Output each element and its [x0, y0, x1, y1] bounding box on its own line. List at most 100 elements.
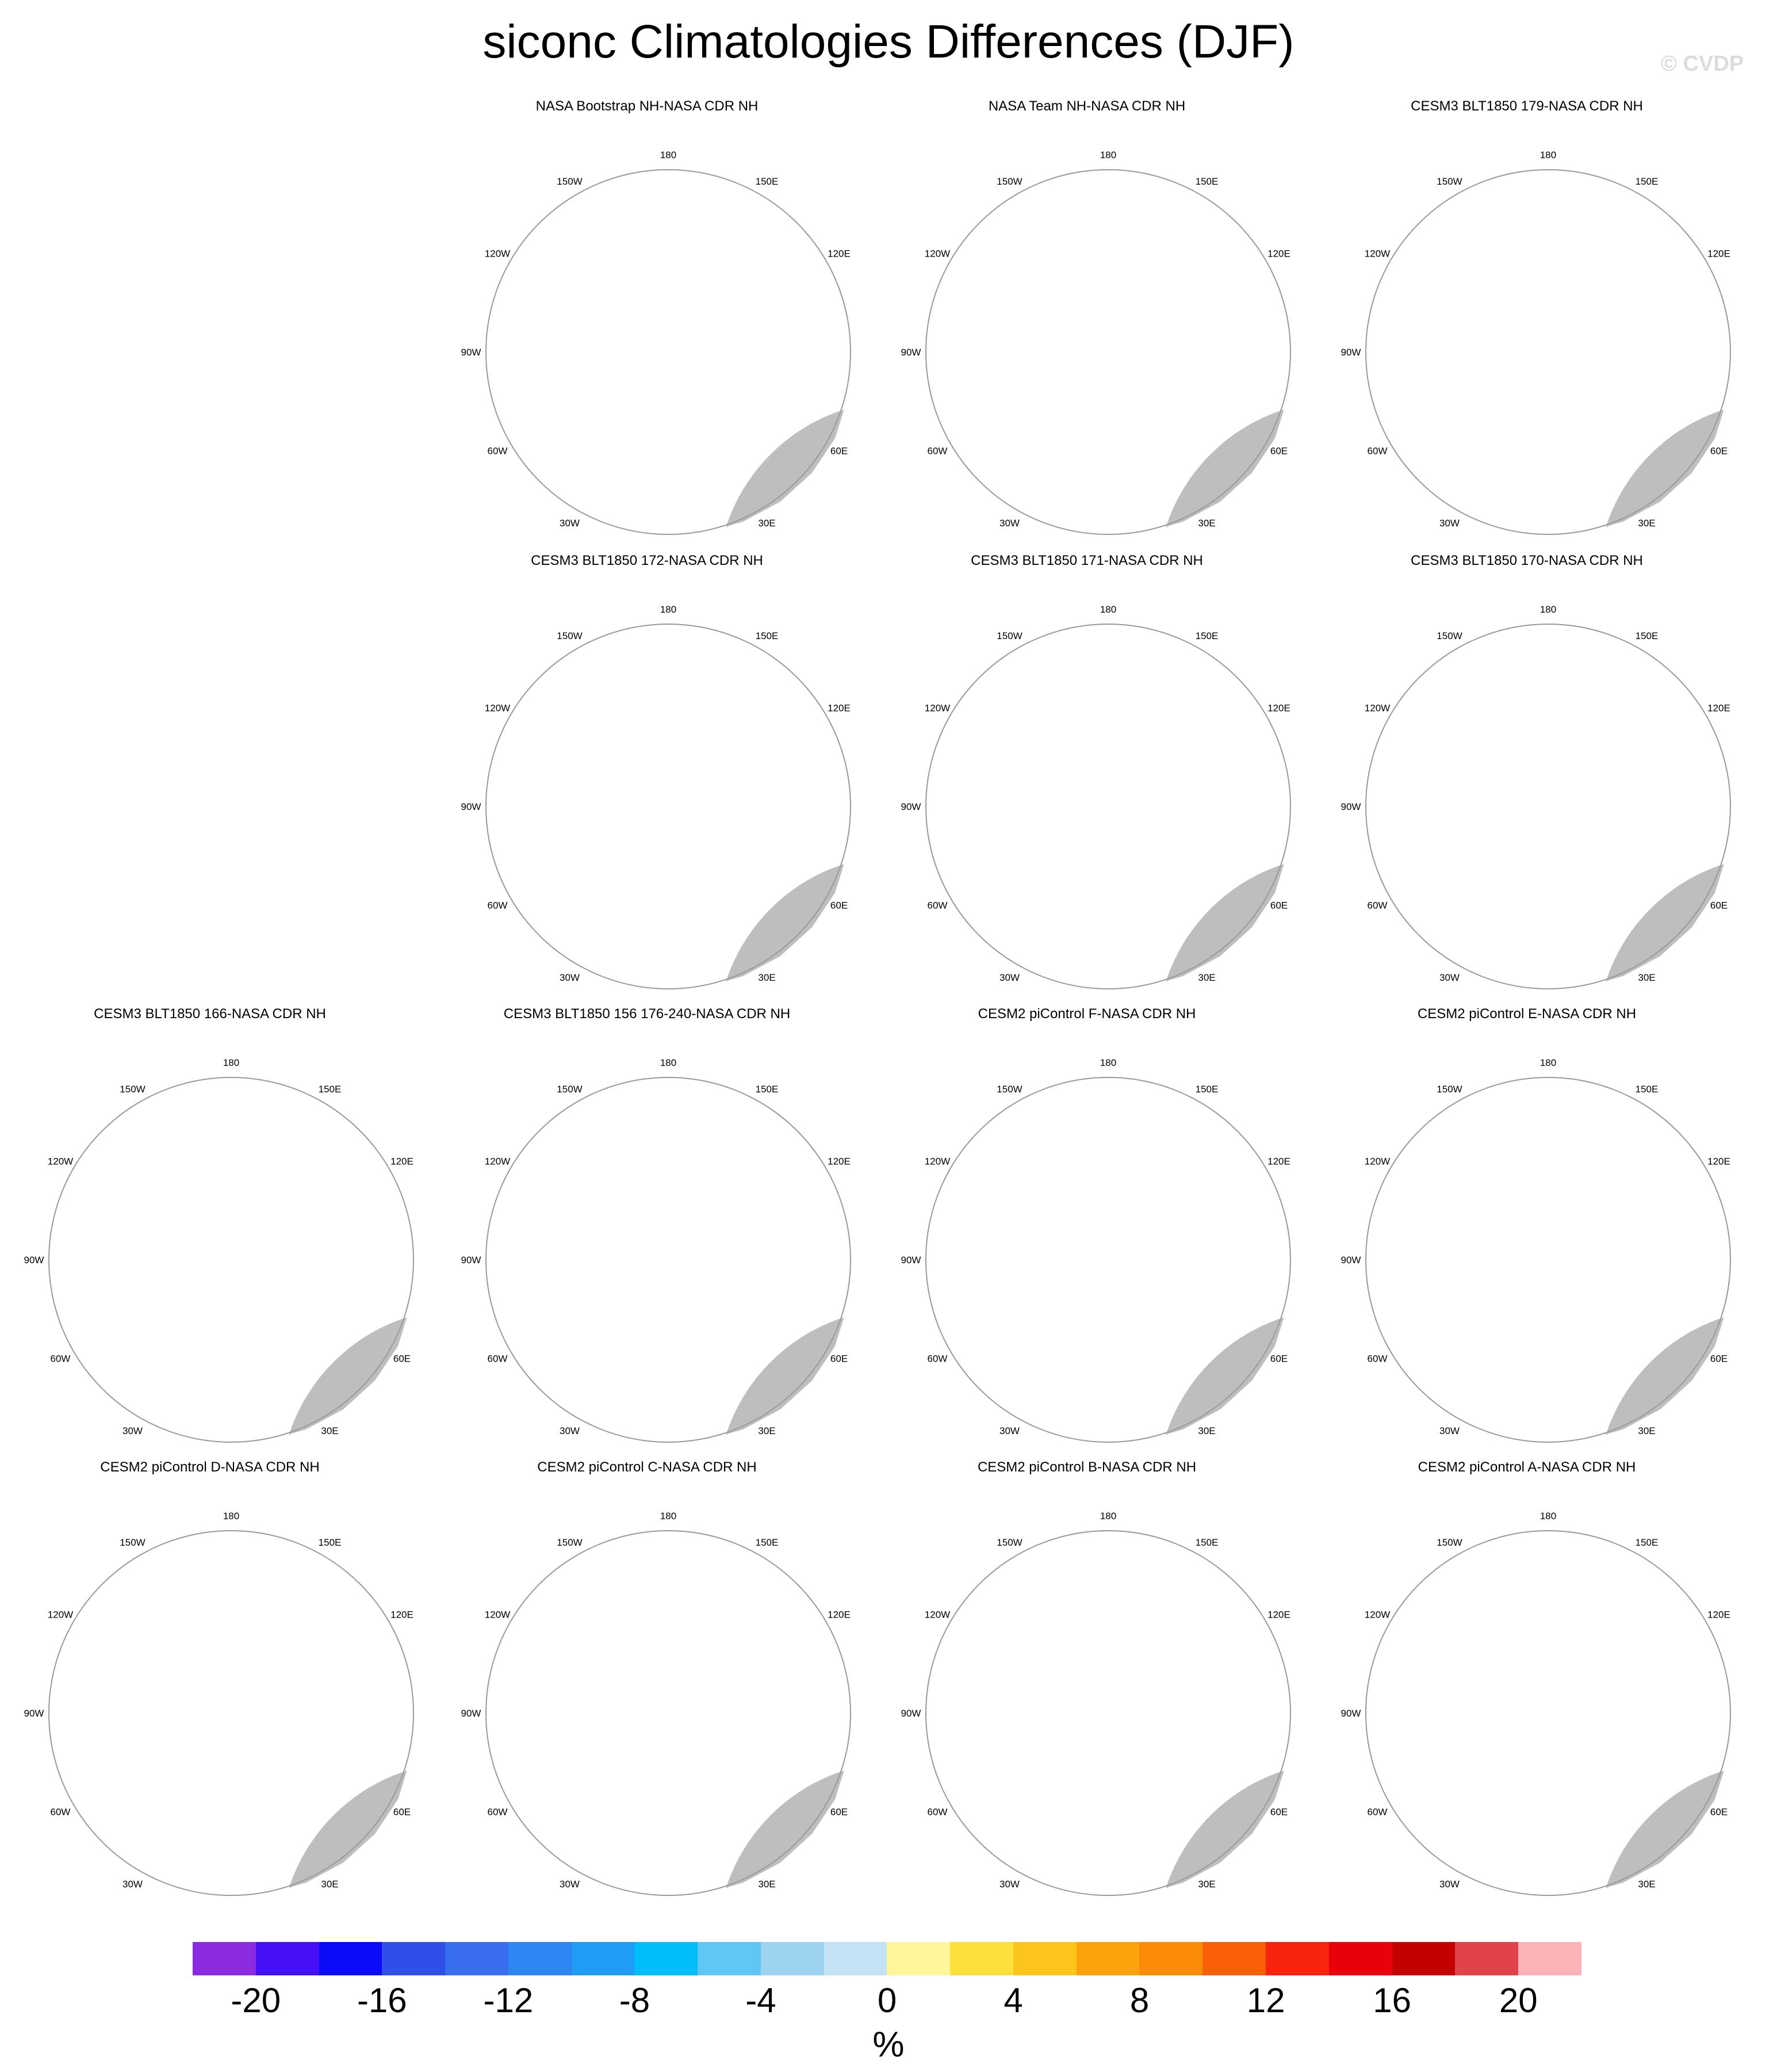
colorbar-cell [1076, 1942, 1140, 1975]
longitude-label: 120W [485, 703, 510, 714]
longitude-label: 60W [488, 1354, 508, 1364]
polar-map: 180150E120E90E60E30E030W60W90W120W150W [901, 1057, 1297, 1443]
longitude-label: 90W [24, 1708, 44, 1719]
longitude-label: 90W [461, 801, 481, 812]
longitude-label: 90W [901, 347, 921, 358]
longitude-label: 30E [321, 1425, 338, 1436]
panel-title: CESM3 BLT1850 179-NASA CDR NH [1411, 98, 1643, 114]
polar-map: 180150E120E90E60E30E030W60W90W120W150W [1341, 1511, 1737, 1896]
colorbar-cell [508, 1942, 572, 1975]
polar-map: 180150E120E90E60E30E030W60W90W120W150W [461, 1511, 857, 1896]
ocean-background [926, 1531, 1290, 1895]
longitude-label: 30E [1198, 1879, 1215, 1890]
longitude-label: 120W [925, 249, 950, 259]
land-mass [1597, 855, 1731, 989]
longitude-label: 120E [1267, 249, 1290, 259]
colorbar-cell [255, 1942, 319, 1975]
longitude-label: 180 [223, 1511, 239, 1521]
longitude-label: 30E [1638, 972, 1655, 983]
longitude-label: 60W [1368, 1354, 1388, 1364]
colorbar-tick-label: -16 [357, 1981, 407, 2020]
land-mass [280, 1762, 414, 1896]
longitude-label: 120W [485, 1610, 510, 1620]
colorbar-cell [382, 1942, 446, 1975]
colorbar-cell [698, 1942, 761, 1975]
map-panel: CESM3 BLT1850 179-NASA CDR NH 180 150E 120E… [1317, 98, 1737, 535]
land-mass [1157, 1762, 1291, 1896]
map-panel: CESM2 piControl C-NASA CDR NH 180 150E 120E… [437, 1459, 857, 1896]
longitude-label: 90W [1341, 1255, 1361, 1266]
longitude-label: 150E [319, 1084, 342, 1095]
longitude-label: 90W [901, 801, 921, 812]
longitude-label: 60W [51, 1807, 71, 1818]
land-mass [717, 1762, 851, 1896]
colorbar-cell [824, 1942, 887, 1975]
colorbar-tick-label: -8 [619, 1981, 650, 2020]
longitude-label: 120E [828, 1156, 851, 1167]
ocean-background [486, 1531, 851, 1895]
longitude-label: 30W [999, 1879, 1020, 1890]
longitude-label: 180 [1540, 1057, 1556, 1068]
longitude-label: 150W [120, 1084, 145, 1095]
longitude-label: 180 [223, 1057, 239, 1068]
colorbar-cell [1139, 1942, 1203, 1975]
longitude-label: 120E [828, 249, 851, 259]
colorbar-cell [1455, 1942, 1519, 1975]
polar-map: 180150E120E90E60E30E030W60W90W120W150W [1341, 150, 1737, 535]
longitude-label: 60W [488, 900, 508, 911]
longitude-label: 30E [758, 1425, 775, 1436]
map-panel: CESM2 piControl D-NASA CDR NH 180 150E 120E… [0, 1459, 420, 1896]
longitude-label: 30W [1439, 518, 1460, 529]
longitude-label: 60W [1368, 446, 1388, 457]
longitude-label: 60E [1710, 446, 1728, 457]
polar-map: 180150E120E90E60E30E030W60W90W120W150W [1341, 1057, 1737, 1443]
land-mass [717, 1309, 851, 1443]
longitude-label: 60E [393, 1807, 411, 1818]
panel-title: CESM2 piControl A-NASA CDR NH [1418, 1459, 1636, 1475]
longitude-label: 120W [925, 703, 950, 714]
colorbar-cell [1013, 1942, 1077, 1975]
panel-title: CESM3 BLT1850 156 176-240-NASA CDR NH [503, 1006, 791, 1022]
longitude-label: 60W [1368, 900, 1388, 911]
longitude-label: 150E [1196, 1084, 1219, 1095]
longitude-label: 60E [1270, 900, 1288, 911]
longitude-label: 60W [488, 446, 508, 457]
longitude-label: 120W [1365, 249, 1390, 259]
longitude-label: 150W [1437, 1084, 1462, 1095]
longitude-label: 150E [756, 176, 779, 187]
colorbar-cell [887, 1942, 951, 1975]
longitude-label: 30W [560, 518, 580, 529]
longitude-label: 150W [997, 1537, 1022, 1548]
polar-map: 180150E120E90E60E30E030W60W90W120W150W [1341, 604, 1737, 989]
map-panel: CESM2 piControl E-NASA CDR NH 180 150E 120E… [1317, 1006, 1737, 1443]
longitude-label: 60E [1710, 1807, 1728, 1818]
longitude-label: 180 [660, 150, 676, 160]
cvdp-watermark: © CVDP [1661, 52, 1744, 76]
map-border [925, 624, 1291, 989]
ocean-background [49, 1077, 413, 1442]
longitude-label: 60W [928, 446, 948, 457]
colorbar-tick-label: -20 [231, 1981, 281, 2020]
longitude-label: 180 [1540, 604, 1556, 615]
polar-map: 180150E120E90E60E30E030W60W90W120W150W [461, 150, 857, 535]
colorbar-cell [1266, 1942, 1329, 1975]
colorbar-cell [445, 1942, 508, 1975]
longitude-label: 120E [1707, 1610, 1730, 1620]
longitude-label: 120E [1267, 1610, 1290, 1620]
polar-map: 180150E120E90E60E30E030W60W90W120W150W [24, 1057, 420, 1443]
colorbar-cell [1518, 1942, 1581, 1975]
colorbar-tick-label: -4 [745, 1981, 776, 2020]
colorbar-cell [571, 1942, 635, 1975]
panel-title: CESM2 piControl F-NASA CDR NH [978, 1006, 1196, 1022]
longitude-label: 150W [997, 1084, 1022, 1095]
longitude-label: 180 [1100, 150, 1116, 160]
map-panel: CESM3 BLT1850 166-NASA CDR NH 180 150E 120E… [0, 1006, 420, 1443]
longitude-label: 90W [461, 347, 481, 358]
land-mass [1597, 401, 1731, 535]
longitude-label: 120W [925, 1610, 950, 1620]
colorbar-tick-label: -12 [483, 1981, 534, 2020]
longitude-label: 30E [758, 972, 775, 983]
map-border [925, 1077, 1291, 1443]
longitude-label: 180 [660, 1511, 676, 1521]
longitude-label: 150W [120, 1537, 145, 1548]
